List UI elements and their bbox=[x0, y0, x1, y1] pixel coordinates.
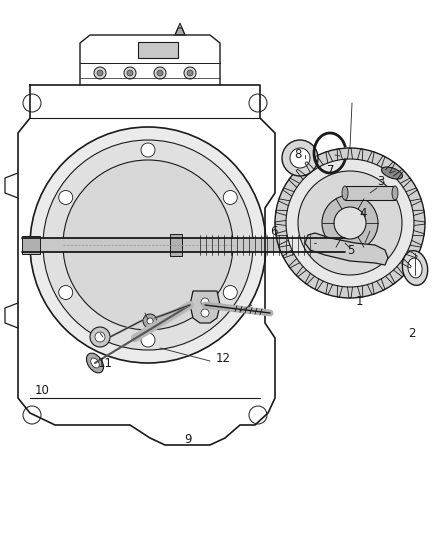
Circle shape bbox=[154, 67, 166, 79]
Polygon shape bbox=[305, 233, 388, 265]
Circle shape bbox=[290, 148, 310, 168]
Circle shape bbox=[223, 286, 237, 300]
Polygon shape bbox=[190, 291, 220, 323]
Text: 3: 3 bbox=[378, 175, 385, 188]
Circle shape bbox=[30, 127, 266, 363]
Circle shape bbox=[43, 140, 253, 350]
Circle shape bbox=[157, 70, 163, 76]
Circle shape bbox=[63, 160, 233, 330]
Circle shape bbox=[282, 140, 318, 176]
Circle shape bbox=[187, 70, 193, 76]
Bar bbox=[22, 238, 345, 252]
Circle shape bbox=[286, 159, 414, 287]
Circle shape bbox=[201, 309, 209, 317]
Circle shape bbox=[141, 143, 155, 157]
Text: 5: 5 bbox=[347, 244, 354, 257]
Circle shape bbox=[127, 70, 133, 76]
Circle shape bbox=[23, 94, 41, 112]
Circle shape bbox=[334, 207, 366, 239]
Circle shape bbox=[184, 67, 196, 79]
Circle shape bbox=[322, 195, 378, 251]
Circle shape bbox=[23, 406, 41, 424]
Text: 7: 7 bbox=[327, 164, 335, 177]
Circle shape bbox=[223, 190, 237, 205]
Circle shape bbox=[275, 148, 425, 298]
Circle shape bbox=[59, 190, 73, 205]
Circle shape bbox=[147, 318, 153, 324]
Ellipse shape bbox=[342, 186, 348, 200]
Text: 4: 4 bbox=[360, 207, 367, 220]
Text: 9: 9 bbox=[184, 433, 192, 446]
Circle shape bbox=[143, 314, 157, 328]
Circle shape bbox=[90, 327, 110, 347]
Text: 2: 2 bbox=[408, 327, 416, 340]
Ellipse shape bbox=[408, 258, 422, 278]
Text: 1: 1 bbox=[355, 295, 363, 308]
Ellipse shape bbox=[91, 358, 99, 368]
Text: 10: 10 bbox=[34, 384, 49, 397]
Ellipse shape bbox=[381, 167, 403, 179]
Ellipse shape bbox=[403, 251, 427, 285]
Text: 12: 12 bbox=[216, 352, 231, 365]
Bar bbox=[138, 42, 178, 58]
Circle shape bbox=[141, 333, 155, 347]
Circle shape bbox=[298, 171, 402, 275]
Circle shape bbox=[124, 67, 136, 79]
Polygon shape bbox=[175, 23, 185, 35]
Ellipse shape bbox=[86, 353, 103, 373]
Text: 6: 6 bbox=[270, 225, 278, 238]
Circle shape bbox=[249, 94, 267, 112]
Text: 11: 11 bbox=[98, 357, 113, 370]
Bar bbox=[22, 236, 40, 254]
Circle shape bbox=[95, 332, 105, 342]
Circle shape bbox=[97, 70, 103, 76]
Bar bbox=[170, 234, 182, 256]
Text: 8: 8 bbox=[294, 148, 301, 161]
Circle shape bbox=[94, 67, 106, 79]
Circle shape bbox=[201, 298, 209, 306]
Circle shape bbox=[59, 286, 73, 300]
Bar bbox=[345, 186, 395, 200]
Ellipse shape bbox=[392, 186, 398, 200]
Circle shape bbox=[249, 406, 267, 424]
